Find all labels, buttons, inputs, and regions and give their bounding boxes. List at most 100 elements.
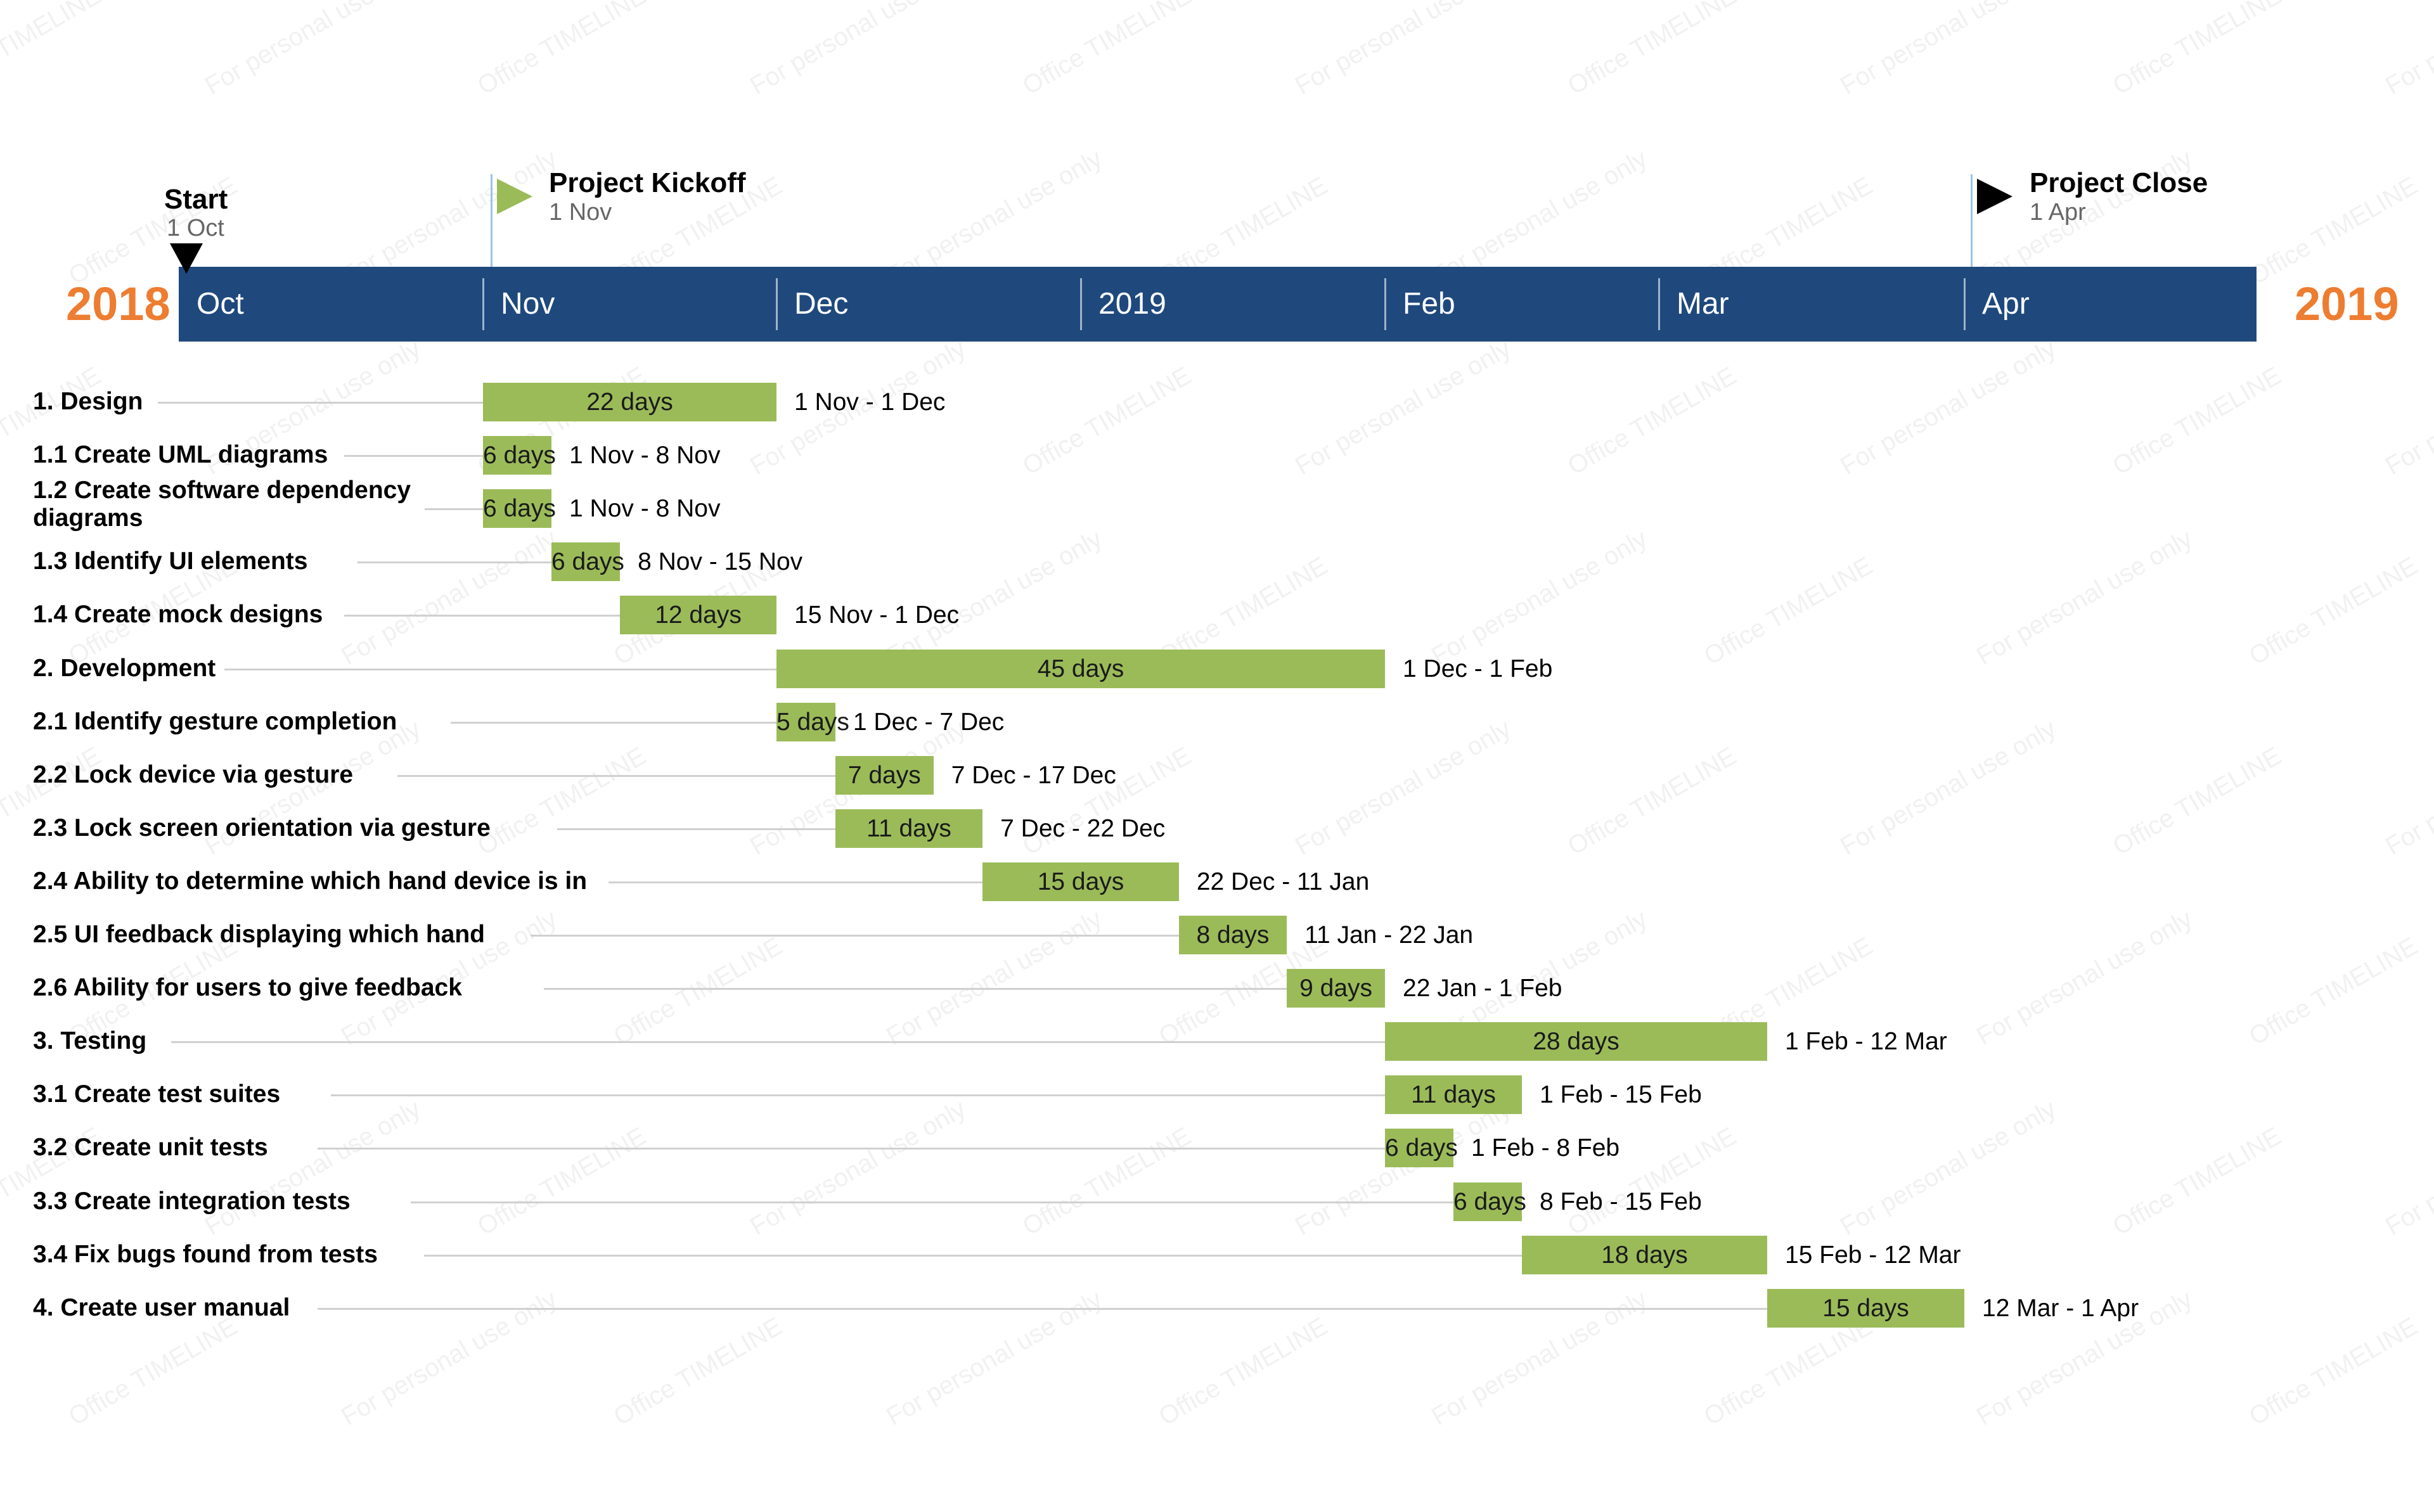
watermark-text: For personal use only <box>1972 524 2198 671</box>
watermark-text: Office TIMELINE <box>1018 0 1196 101</box>
task-connector-line <box>171 1041 1385 1043</box>
task-connector-line <box>357 561 552 563</box>
task-bar: 6 days <box>551 542 624 581</box>
task-connector-line <box>158 402 483 404</box>
task-date-range: 1 Nov - 1 Dec <box>794 388 946 416</box>
task-connector-line <box>344 615 621 617</box>
task-date-range: 15 Nov - 1 Dec <box>794 601 960 629</box>
black-triangle-down-icon <box>170 243 203 274</box>
month-separator <box>1384 278 1386 330</box>
task-label: 1.2 Create software dependency diagrams <box>33 477 411 532</box>
task-label: 1. Design <box>33 388 143 415</box>
watermark-text: For personal use only <box>1291 0 1516 101</box>
watermark-text: Office TIMELINE <box>1563 741 1741 861</box>
task-date-range: 1 Nov - 8 Nov <box>569 495 721 522</box>
task-bar: 6 days <box>1453 1182 1526 1221</box>
watermark-text: For personal use only <box>2381 335 2434 481</box>
month-separator <box>1658 278 1660 330</box>
month-label: Mar <box>1677 287 1729 321</box>
year-label-right: 2019 <box>2295 278 2399 330</box>
task-bar: 6 days <box>483 436 556 475</box>
watermark-text: For personal use only <box>1836 714 2061 861</box>
watermark-text: Office TIMELINE <box>2244 551 2423 671</box>
task-label: 3.3 Create integration tests <box>33 1188 351 1215</box>
watermark-text: Office TIMELINE <box>1018 361 1196 481</box>
task-bar: 6 days <box>483 489 556 528</box>
month-label: Apr <box>1982 287 2030 321</box>
task-bar: 7 days <box>835 756 934 795</box>
watermark-text: Office TIMELINE <box>609 932 787 1051</box>
watermark-text: Office TIMELINE <box>64 1312 242 1432</box>
task-bar: 15 days <box>1767 1289 1964 1328</box>
month-separator <box>482 278 484 330</box>
task-date-range: 1 Dec - 7 Dec <box>853 708 1005 736</box>
task-label: 3.1 Create test suites <box>33 1080 281 1108</box>
watermark-text: Office TIMELINE <box>2244 1312 2423 1432</box>
black-flag-icon <box>1977 179 2012 214</box>
task-date-range: 22 Jan - 1 Feb <box>1403 975 1562 1002</box>
task-label: 1.4 Create mock designs <box>33 601 323 628</box>
milestone-start-date: 1 Oct <box>167 215 224 241</box>
task-bar: 15 days <box>982 862 1179 901</box>
task-connector-line <box>411 1201 1453 1203</box>
task-label: 2.6 Ability for users to give feedback <box>33 974 462 1001</box>
task-connector-line <box>318 1308 1768 1310</box>
task-connector-line <box>531 935 1179 937</box>
task-label: 3.4 Fix bugs found from tests <box>33 1241 378 1268</box>
task-date-range: 11 Jan - 22 Jan <box>1304 921 1474 949</box>
task-connector-line <box>425 508 483 510</box>
task-date-range: 1 Feb - 15 Feb <box>1540 1081 1702 1108</box>
task-connector-line <box>318 1148 1385 1150</box>
task-bar: 45 days <box>776 650 1385 688</box>
task-label: 4. Create user manual <box>33 1294 290 1321</box>
watermark-text: Office TIMELINE <box>2244 932 2423 1051</box>
task-bar: 28 days <box>1385 1022 1768 1061</box>
watermark-text: For personal use only <box>2381 0 2434 101</box>
milestone-kickoff-title: Project Kickoff <box>549 167 746 198</box>
watermark-text: Office TIMELINE <box>473 741 651 861</box>
task-bar: 11 days <box>835 809 983 848</box>
task-date-range: 15 Feb - 12 Mar <box>1785 1241 1961 1269</box>
task-date-range: 22 Dec - 11 Jan <box>1196 868 1370 895</box>
milestone-kickoff-date: 1 Nov <box>549 199 612 226</box>
task-date-range: 1 Nov - 8 Nov <box>569 442 721 469</box>
task-bar: 22 days <box>483 383 776 421</box>
task-bar: 9 days <box>1287 969 1385 1008</box>
watermark-text: Office TIMELINE <box>2108 1122 2286 1241</box>
milestone-start-title: Start <box>164 184 228 215</box>
watermark-text: For personal use only <box>2381 1095 2434 1241</box>
year-label-left: 2018 <box>66 278 171 330</box>
task-connector-line <box>424 1255 1522 1257</box>
task-bar: 8 days <box>1178 916 1287 954</box>
month-label: Feb <box>1403 287 1455 321</box>
task-bar: 5 days <box>776 703 849 741</box>
watermark-text: Office TIMELINE <box>0 741 106 861</box>
watermark-text: Office TIMELINE <box>609 1312 787 1432</box>
task-date-range: 1 Dec - 1 Feb <box>1403 655 1553 682</box>
task-connector-line <box>397 775 835 777</box>
task-label: 1.3 Identify UI elements <box>33 548 308 575</box>
watermark-text: For personal use only <box>200 1094 426 1241</box>
task-label: 2.3 Lock screen orientation via gesture <box>33 814 491 842</box>
task-label: 3.2 Create unit tests <box>33 1134 268 1161</box>
watermark-text: Office TIMELINE <box>1699 1312 1877 1432</box>
watermark-text: Office TIMELINE <box>1154 1312 1332 1432</box>
month-separator <box>776 278 778 330</box>
task-date-range: 12 Mar - 1 Apr <box>1982 1295 2139 1322</box>
task-bar: 11 days <box>1385 1075 1522 1114</box>
watermark-text: For personal use only <box>745 1094 971 1241</box>
task-date-range: 7 Dec - 17 Dec <box>951 762 1116 789</box>
milestone-close-date: 1 Apr <box>2030 199 2086 226</box>
watermark-text: For personal use only <box>2381 715 2434 861</box>
watermark-text: For personal use only <box>1836 334 2061 481</box>
watermark-text: Office TIMELINE <box>2108 741 2286 861</box>
watermark-text: For personal use only <box>337 524 562 671</box>
task-date-range: 8 Feb - 15 Feb <box>1540 1188 1702 1215</box>
watermark-text: For personal use only <box>1291 334 1516 481</box>
task-date-range: 7 Dec - 22 Dec <box>1000 815 1166 842</box>
task-connector-line <box>344 455 483 457</box>
task-label: 2. Development <box>33 655 216 682</box>
watermark-text: For personal use only <box>337 1285 562 1432</box>
watermark-text: For personal use only <box>1427 1285 1652 1432</box>
task-label: 3. Testing <box>33 1027 147 1054</box>
